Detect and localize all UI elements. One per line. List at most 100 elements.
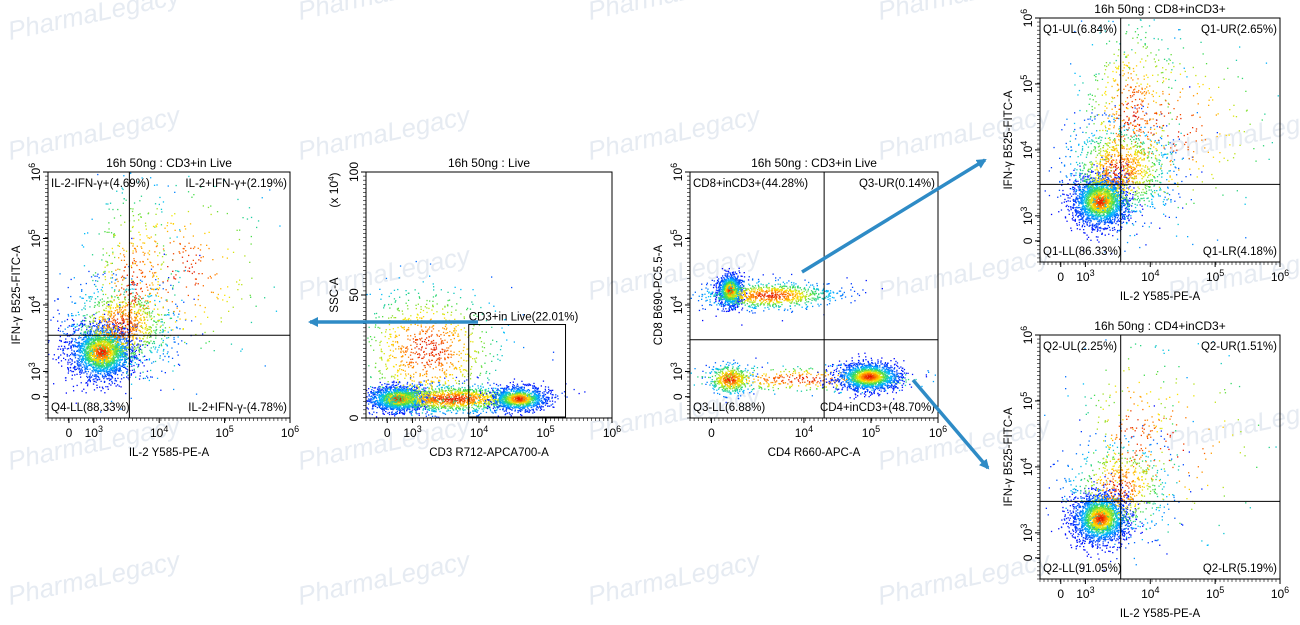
x-tick-label: 103 bbox=[1076, 585, 1094, 601]
y-axis-label: IFN-γ B525-FITC-A bbox=[11, 245, 23, 344]
y-axis: 0 50 100 bbox=[347, 162, 366, 421]
y-axis-label: CD8 B690-PC5.5-A bbox=[653, 245, 665, 346]
y-axis-label: SSC-A bbox=[329, 277, 341, 312]
watermark-text: PharmaLegacy bbox=[295, 240, 474, 306]
x-tick-label: 103 bbox=[1076, 268, 1094, 284]
watermark-text: PharmaLegacy bbox=[5, 0, 184, 46]
quadrant-label-bottom-left: Q4-LL(88.33%) bbox=[51, 402, 130, 414]
x-tick-label: 105 bbox=[1206, 585, 1224, 601]
x-tick-label: 0 bbox=[1057, 587, 1064, 601]
plot-title: 16h 50ng : Live bbox=[448, 156, 530, 170]
quadrant-label-top-right: Q1-UR(2.65%) bbox=[1201, 24, 1277, 36]
y-tick-label: 106 bbox=[1019, 326, 1035, 344]
x-tick-label: 0 bbox=[708, 426, 715, 440]
plot-cd3-cd4-cd8: 16h 50ng : CD3+in Live 0 104 105 106 CD4 R660… bbox=[653, 156, 947, 459]
y-axis-multiplier: (x 104) bbox=[327, 172, 341, 207]
quadrant-label-top-left: IL-2-IFN-γ+(4.69%) bbox=[51, 178, 150, 190]
x-axis-label: IL-2 Y585-PE-A bbox=[129, 447, 210, 459]
x-axis: 0 104 105 106 bbox=[689, 418, 947, 440]
x-axis-label: CD4 R660-APC-A bbox=[768, 447, 861, 459]
y-tick-label: 106 bbox=[669, 163, 685, 181]
quadrant-label-top-right: IL-2+IFN-γ+(2.19%) bbox=[185, 178, 287, 190]
plot-cd8-il2-ifng: 16h 50ng : CD8+inCD3+ 0 103 104 105 106 IL-2 Y… bbox=[1003, 2, 1289, 303]
x-axis: 0 103 104 105 106 bbox=[365, 418, 621, 440]
plot-frame bbox=[47, 171, 291, 419]
plot-cd4-il2-ifng: 16h 50ng : CD4+inCD3+ 0 103 104 105 106 IL-2 Y… bbox=[1003, 319, 1289, 620]
quadrant-label-bottom-right: IL-2+IFN-γ-(4.78%) bbox=[188, 402, 287, 414]
y-tick-label: 0 bbox=[29, 393, 43, 400]
y-tick-label: 103 bbox=[1019, 207, 1035, 225]
plot-frame bbox=[1039, 334, 1281, 580]
flow-arrow bbox=[801, 158, 987, 274]
y-tick-label: 103 bbox=[27, 362, 43, 380]
quadrant-label-bottom-left: Q3-LL(6.88%) bbox=[693, 402, 765, 414]
x-axis: 0 103 104 105 106 bbox=[1039, 579, 1289, 601]
data-points bbox=[366, 260, 586, 418]
y-tick-label: 105 bbox=[1019, 392, 1035, 410]
x-tick-label: 104 bbox=[795, 424, 813, 440]
y-tick-label: 103 bbox=[669, 362, 685, 380]
y-tick-label: 100 bbox=[347, 162, 361, 182]
gate-rectangle bbox=[468, 324, 567, 418]
y-tick-label: 104 bbox=[669, 296, 685, 314]
x-axis-label: CD3 R712-APCA700-A bbox=[429, 447, 549, 459]
watermark-text: PharmaLegacy bbox=[585, 100, 764, 166]
x-tick-label: 106 bbox=[1271, 585, 1289, 601]
y-tick-label: 106 bbox=[27, 163, 43, 181]
quadrant-label-top-right: Q2-UR(1.51%) bbox=[1201, 341, 1277, 353]
watermark-text: PharmaLegacy bbox=[585, 0, 764, 26]
quadrant-label-bottom-left: Q2-LL(91.05%) bbox=[1043, 563, 1122, 575]
y-tick-label: 0 bbox=[1021, 237, 1035, 244]
gate-label: CD3+in Live(22.01%) bbox=[469, 312, 579, 324]
x-tick-label: 105 bbox=[215, 424, 233, 440]
plot-cd3-il2-ifng: 16h 50ng : CD3+in Live 0 103 104 105 106 IL-2 … bbox=[11, 156, 299, 459]
y-tick-label: 104 bbox=[27, 296, 43, 314]
plot-title: 16h 50ng : CD8+inCD3+ bbox=[1094, 2, 1225, 16]
quadrant-label-top-right: Q3-UR(0.14%) bbox=[859, 178, 935, 190]
watermark-text: PharmaLegacy bbox=[295, 545, 474, 611]
x-tick-label: 105 bbox=[536, 424, 554, 440]
watermark-text: PharmaLegacy bbox=[585, 545, 764, 611]
y-axis-label: IFN-γ B525-FITC-A bbox=[1003, 407, 1015, 506]
y-tick-label: 0 bbox=[671, 393, 685, 400]
y-tick-label: 103 bbox=[1019, 524, 1035, 542]
x-tick-label: 106 bbox=[281, 424, 299, 440]
quadrant-label-bottom-right: CD4+inCD3+(48.70%) bbox=[820, 402, 935, 414]
y-tick-label: 50 bbox=[347, 288, 361, 302]
x-tick-label: 104 bbox=[1141, 585, 1159, 601]
y-tick-label: 104 bbox=[1019, 141, 1035, 159]
x-tick-label: 0 bbox=[66, 426, 73, 440]
x-axis-label: IL-2 Y585-PE-A bbox=[1120, 291, 1201, 303]
data-points bbox=[48, 172, 281, 413]
arrows-layer bbox=[308, 158, 990, 470]
y-axis: 0 103 104 105 106 bbox=[1019, 326, 1040, 580]
quadrant-label-top-left: CD8+inCD3+(44.28%) bbox=[693, 178, 808, 190]
quadrant-label-bottom-right: Q1-LR(4.18%) bbox=[1203, 246, 1277, 258]
x-tick-label: 106 bbox=[1271, 268, 1289, 284]
y-tick-label: 105 bbox=[1019, 75, 1035, 93]
quadrant-label-bottom-left: Q1-LL(86.33%) bbox=[1043, 246, 1122, 258]
x-tick-label: 0 bbox=[1057, 270, 1064, 284]
plot-live-cd3-ssc: 16h 50ng : Live 0 103 104 105 106 CD3 R712-APC… bbox=[327, 156, 621, 459]
watermark-text: PharmaLegacy bbox=[5, 545, 184, 611]
watermark-text: PharmaLegacy bbox=[5, 410, 184, 476]
x-tick-label: 0 bbox=[384, 426, 391, 440]
y-tick-label: 105 bbox=[669, 229, 685, 247]
y-tick-label: 104 bbox=[1019, 458, 1035, 476]
y-axis: 0 103 104 105 106 bbox=[669, 163, 690, 419]
y-tick-label: 106 bbox=[1019, 9, 1035, 27]
plot-frame bbox=[365, 171, 613, 419]
y-axis: 0 103 104 105 106 bbox=[27, 163, 48, 419]
y-tick-label: 105 bbox=[27, 229, 43, 247]
plots-layer: 16h 50ng : CD3+in Live 0 103 104 105 106 IL-2 … bbox=[11, 2, 1289, 620]
quadrant-label-bottom-right: Q2-LR(5.19%) bbox=[1203, 563, 1277, 575]
data-points bbox=[1044, 339, 1277, 571]
x-tick-label: 104 bbox=[1141, 268, 1159, 284]
watermark-text: PharmaLegacy bbox=[875, 240, 1054, 306]
y-tick-label: 0 bbox=[347, 414, 361, 421]
x-tick-label: 105 bbox=[862, 424, 880, 440]
y-tick-label: 0 bbox=[1021, 554, 1035, 561]
quadrant-label-top-left: Q1-UL(6.84%) bbox=[1043, 24, 1117, 36]
plot-title: 16h 50ng : CD4+inCD3+ bbox=[1094, 319, 1225, 333]
